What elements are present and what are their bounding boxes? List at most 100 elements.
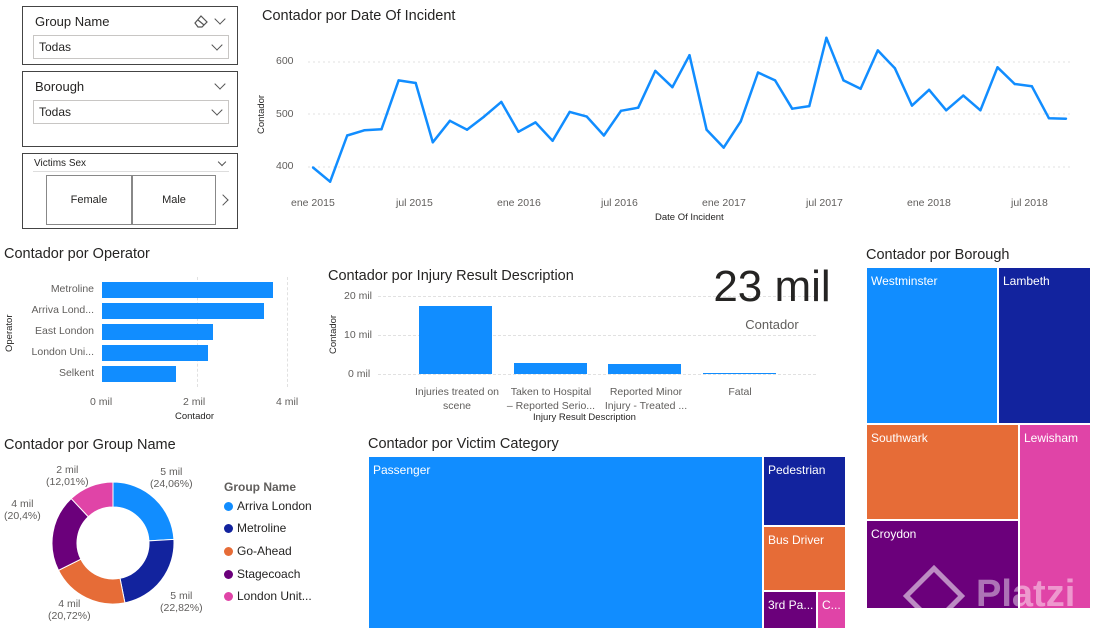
slicer-title: Group Name bbox=[35, 14, 110, 29]
line-point bbox=[945, 109, 948, 112]
treemap-tile-lewisham[interactable]: Lewisham bbox=[1019, 424, 1091, 609]
x-axis-title: Injury Result Description bbox=[533, 412, 636, 423]
borough-dropdown[interactable]: Todas bbox=[33, 100, 229, 124]
line-series bbox=[312, 36, 1067, 183]
donut-label-stagecoach: 4 mil (20,4%) bbox=[4, 498, 41, 522]
line-point bbox=[756, 71, 760, 74]
x-tick: ene 2016 bbox=[497, 197, 541, 209]
y-axis-title: Contador bbox=[328, 314, 339, 354]
eraser-icon[interactable] bbox=[193, 14, 209, 28]
x-tick: 4 mil bbox=[276, 396, 299, 408]
line-point bbox=[500, 100, 503, 104]
legend-item[interactable]: Arriva London bbox=[224, 499, 312, 513]
treemap-tile-westminster[interactable]: Westminster bbox=[866, 267, 998, 424]
group-chart-title: Contador por Group Name bbox=[4, 437, 176, 453]
line-point bbox=[893, 67, 897, 70]
watermark: Platzi bbox=[976, 573, 1076, 615]
legend-item[interactable]: Metroline bbox=[224, 521, 286, 535]
bar[interactable] bbox=[102, 324, 213, 340]
line-point bbox=[1047, 117, 1051, 120]
line-point bbox=[842, 79, 845, 82]
legend-item[interactable]: Go-Ahead bbox=[224, 544, 292, 558]
line-point bbox=[722, 146, 725, 149]
category-label: Arriva Lond... bbox=[31, 304, 94, 316]
x-tick: jul 2015 bbox=[396, 197, 433, 209]
male-button[interactable]: Male bbox=[132, 175, 216, 225]
bar[interactable] bbox=[102, 303, 264, 319]
treemap-tile-3rd-party[interactable]: 3rd Pa... bbox=[763, 591, 817, 629]
y-tick: 400 bbox=[276, 160, 294, 172]
category-label: Selkent bbox=[58, 367, 94, 379]
treemap-tile-bus-driver[interactable]: Bus Driver bbox=[763, 526, 846, 591]
line-point bbox=[825, 36, 828, 39]
group-name-dropdown[interactable]: Todas bbox=[33, 35, 229, 59]
donut-label-arriva: 5 mil (24,06%) bbox=[150, 466, 193, 490]
borough-chart-title: Contador por Borough bbox=[866, 247, 1010, 263]
bar[interactable] bbox=[513, 362, 587, 374]
x-tick: 0 mil bbox=[90, 396, 113, 408]
x-axis-title: Contador bbox=[175, 411, 215, 422]
treemap-tile-croydon[interactable]: Croydon bbox=[866, 520, 1019, 609]
bar[interactable] bbox=[608, 363, 681, 374]
slicer-title: Borough bbox=[35, 79, 85, 94]
line-point bbox=[1064, 117, 1068, 120]
treemap-tile-passenger[interactable]: Passenger bbox=[368, 456, 763, 629]
chevron-down-icon[interactable] bbox=[214, 13, 226, 25]
line-point bbox=[551, 139, 554, 142]
line-point bbox=[927, 88, 931, 91]
female-button[interactable]: Female bbox=[46, 175, 132, 225]
donut-slice[interactable] bbox=[70, 481, 114, 518]
legend-dot bbox=[224, 592, 233, 601]
line-point bbox=[380, 128, 383, 131]
donut-slice[interactable] bbox=[112, 481, 175, 542]
y-tick: 0 mil bbox=[348, 368, 371, 380]
chevron-down-icon[interactable] bbox=[217, 157, 227, 167]
line-point bbox=[688, 54, 691, 57]
x-tick: jul 2016 bbox=[601, 197, 638, 209]
line-point bbox=[619, 109, 623, 113]
bar[interactable] bbox=[702, 373, 776, 374]
injury-chart-title: Contador por Injury Result Description bbox=[328, 268, 574, 284]
slicer-group-name: Group Name Todas bbox=[22, 6, 238, 65]
line-point bbox=[482, 115, 486, 118]
line-point bbox=[637, 106, 640, 109]
y-tick: 20 mil bbox=[344, 290, 373, 302]
donut-label-london-united: 2 mil (12,01%) bbox=[46, 464, 89, 488]
line-point bbox=[962, 94, 965, 97]
legend-item[interactable]: London Unit... bbox=[224, 589, 312, 603]
line-point bbox=[654, 69, 657, 73]
treemap-tile-southwark[interactable]: Southwark bbox=[866, 424, 1019, 520]
bar[interactable] bbox=[102, 366, 176, 382]
slicer-title: Victims Sex bbox=[34, 158, 87, 169]
chevron-down-icon[interactable] bbox=[214, 78, 226, 90]
x-axis-title: Date Of Incident bbox=[655, 212, 724, 223]
x-tick: Injuries treated on scene bbox=[414, 386, 500, 412]
bar[interactable] bbox=[419, 305, 492, 375]
line-point bbox=[791, 107, 794, 110]
gridline bbox=[378, 374, 816, 375]
line-point bbox=[910, 104, 914, 107]
bar[interactable] bbox=[102, 345, 209, 361]
gridline bbox=[378, 335, 816, 336]
x-tick: jul 2018 bbox=[1011, 197, 1048, 209]
donut-label-metroline: 5 mil (22,82%) bbox=[160, 590, 203, 614]
line-point bbox=[876, 49, 879, 52]
line-point bbox=[534, 121, 537, 124]
treemap-tile-pedestrian[interactable]: Pedestrian bbox=[763, 456, 846, 526]
treemap-tile-lambeth[interactable]: Lambeth bbox=[998, 267, 1091, 424]
chevron-right-icon[interactable] bbox=[217, 194, 229, 206]
line-point bbox=[602, 134, 606, 137]
line-point bbox=[1030, 85, 1033, 88]
x-tick: ene 2018 bbox=[907, 197, 951, 209]
legend-item[interactable]: Stagecoach bbox=[224, 567, 300, 581]
donut-label-go-ahead: 4 mil (20,72%) bbox=[48, 598, 91, 622]
line-point bbox=[739, 120, 742, 123]
gridline bbox=[378, 296, 816, 297]
treemap-tile-other[interactable]: C... bbox=[817, 591, 846, 629]
x-tick: jul 2017 bbox=[806, 197, 843, 209]
bar[interactable] bbox=[102, 282, 274, 298]
line-point bbox=[517, 130, 520, 133]
line-point bbox=[859, 87, 862, 90]
x-tick: Taken to Hospital – Reported Serio... bbox=[506, 386, 596, 412]
line-point bbox=[431, 141, 434, 144]
